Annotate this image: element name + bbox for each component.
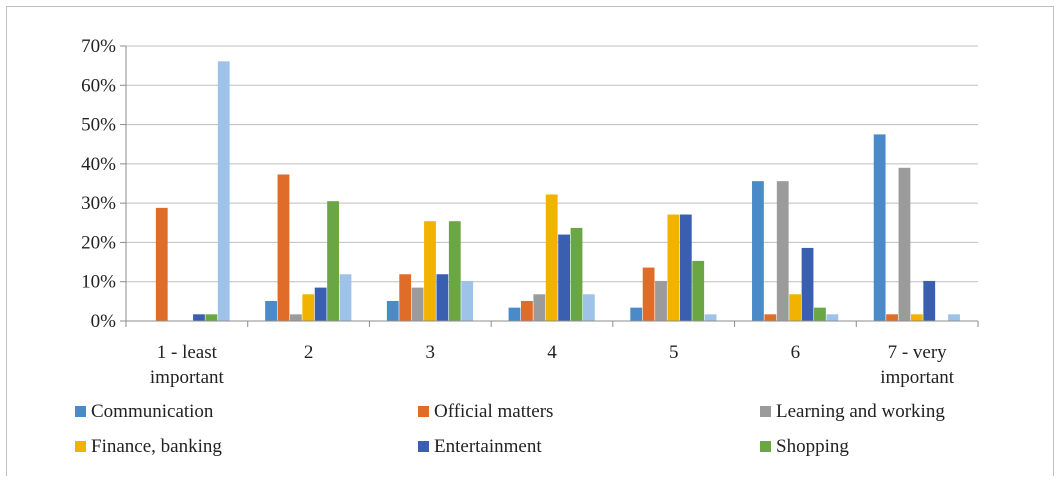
bar <box>424 221 436 321</box>
bar <box>217 61 230 321</box>
chart-frame <box>6 6 1054 476</box>
x-tick-label: 4 <box>547 342 557 363</box>
bar <box>583 294 595 321</box>
bar <box>327 201 339 321</box>
legend-swatch <box>418 406 429 417</box>
bar <box>873 134 886 321</box>
bar <box>411 287 424 321</box>
legend-swatch <box>760 441 771 452</box>
bar <box>923 280 936 321</box>
bar <box>386 300 399 321</box>
legend-swatch <box>418 441 429 452</box>
legend-label: Entertainment <box>434 436 542 457</box>
bar <box>461 280 474 321</box>
bar <box>545 194 558 321</box>
x-tick-label: 2 <box>304 342 314 363</box>
legend-label: Communication <box>91 401 214 422</box>
bar <box>667 214 680 321</box>
legend-swatch <box>75 441 86 452</box>
x-tick-label: important <box>150 367 225 388</box>
bar <box>692 260 705 321</box>
y-tick-label: 0% <box>91 311 117 332</box>
bar <box>898 167 911 321</box>
x-tick-label: 3 <box>426 342 436 363</box>
bar <box>314 287 327 321</box>
legend-label: Shopping <box>776 436 849 457</box>
bar <box>508 307 521 321</box>
bar <box>814 307 826 321</box>
bar <box>776 181 789 321</box>
bar <box>642 267 655 321</box>
x-tick-label: 6 <box>791 342 801 363</box>
y-tick-label: 30% <box>81 193 116 214</box>
bar <box>910 314 923 321</box>
y-tick-label: 60% <box>81 75 116 96</box>
bars <box>155 61 960 321</box>
bar <box>630 307 643 321</box>
bar <box>679 214 692 321</box>
x-tick-label: important <box>880 367 955 388</box>
legend: Communication Official matters Learning an… <box>75 401 945 457</box>
bar <box>205 314 218 321</box>
bar <box>155 207 168 321</box>
bar <box>558 234 570 321</box>
bar <box>789 294 802 321</box>
bar <box>764 314 777 321</box>
bar <box>886 314 898 321</box>
bar <box>289 314 302 321</box>
bar <box>302 294 315 321</box>
y-axis-tick-labels: 0% 10% 20% 30% 40% 50% 60% 70% <box>81 36 116 332</box>
bar <box>533 294 546 321</box>
bar <box>399 274 412 321</box>
bar <box>948 314 960 321</box>
legend-swatch <box>75 406 86 417</box>
x-tick-label: 7 - very <box>888 342 948 363</box>
y-tick-label: 10% <box>81 272 116 293</box>
bar <box>752 181 764 321</box>
bar <box>704 314 717 321</box>
x-tick-label: 1 - least <box>157 342 218 363</box>
legend-label: Finance, banking <box>91 436 222 457</box>
bar <box>436 274 449 321</box>
bar <box>448 221 461 321</box>
bar <box>801 247 814 321</box>
bar <box>570 227 583 321</box>
legend-swatch <box>760 406 771 417</box>
bar <box>339 274 352 321</box>
axes <box>120 45 979 327</box>
bar <box>193 314 205 321</box>
bar <box>655 280 667 321</box>
y-tick-label: 20% <box>81 232 116 253</box>
bar <box>826 314 839 321</box>
bar <box>521 300 533 321</box>
x-tick-label: 5 <box>669 342 679 363</box>
y-tick-label: 70% <box>81 36 116 57</box>
y-tick-label: 40% <box>81 154 116 175</box>
legend-label: Learning and working <box>776 401 945 422</box>
x-axis-tick-labels: 1 - least important 2 3 4 5 6 7 - very important <box>150 342 955 388</box>
legend-label: Official matters <box>434 401 553 422</box>
bar <box>265 300 277 321</box>
y-tick-label: 50% <box>81 115 116 136</box>
bar <box>277 174 290 321</box>
